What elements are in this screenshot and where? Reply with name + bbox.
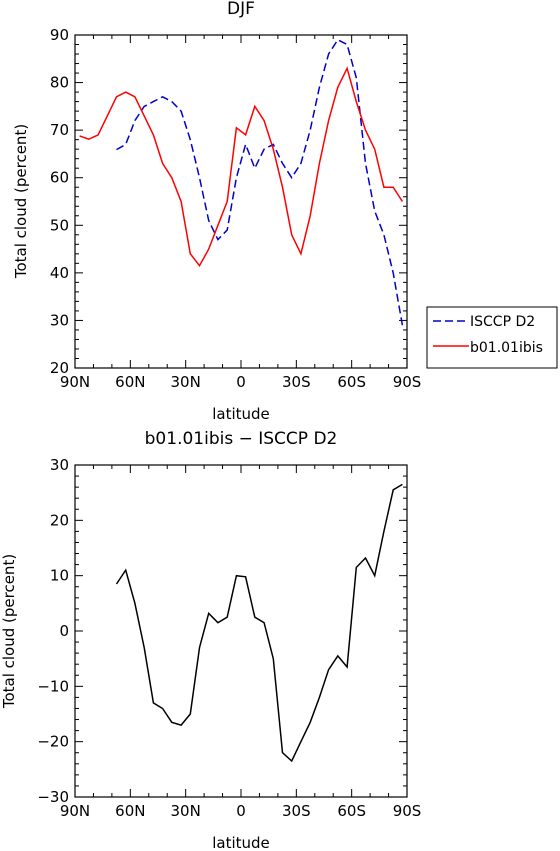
legend-label-isccp: ISCCP D2 <box>470 314 535 330</box>
x-tick-label: 90N <box>60 802 90 820</box>
y-tick-label: 60 <box>50 169 69 187</box>
y-tick-label: −30 <box>37 788 69 806</box>
x-tick-label: 0 <box>236 373 246 391</box>
legend: ISCCP D2 b01.01ibis <box>426 306 558 369</box>
x-tick-label: 0 <box>236 802 246 820</box>
y-tick-label: 70 <box>50 121 69 139</box>
x-tick-label: 30N <box>171 373 201 391</box>
bottom-chart-ylabel: Total cloud (percent) <box>0 554 18 709</box>
bottom-chart-xlabel: latitude <box>212 834 270 851</box>
legend-label-b01: b01.01ibis <box>470 340 543 356</box>
series-line-0 <box>116 38 404 326</box>
y-tick-label: −20 <box>37 733 69 751</box>
x-tick-label: 30S <box>282 802 311 820</box>
plot-frame <box>74 464 408 798</box>
x-tick-label: 90N <box>60 373 90 391</box>
y-tick-label: 30 <box>50 311 69 329</box>
legend-box <box>426 306 558 369</box>
bottom-chart-title: b01.01ibis − ISCCP D2 <box>145 429 338 449</box>
series-line-0 <box>115 483 403 763</box>
x-tick-label: 60S <box>337 373 366 391</box>
y-tick-label: 10 <box>50 567 69 585</box>
top-chart-xlabel: latitude <box>212 405 270 423</box>
x-tick-label: 30S <box>282 373 311 391</box>
x-tick-label: 60S <box>337 802 366 820</box>
y-tick-label: 90 <box>50 26 69 44</box>
top-chart: 90N 60N 30N 0 30S 60S 90S 20 30 40 50 60 70 80 90 <box>50 26 421 391</box>
y-tick-label: 30 <box>50 456 69 474</box>
x-tick-label: 60N <box>115 373 145 391</box>
y-tick-label: 0 <box>59 622 69 640</box>
x-tick-label: 30N <box>171 802 201 820</box>
y-tick-label: 80 <box>50 74 69 92</box>
x-tick-label: 90S <box>393 802 422 820</box>
y-tick-label: −10 <box>37 677 69 695</box>
y-tick-label: 20 <box>50 511 69 529</box>
y-tick-label: 40 <box>50 264 69 282</box>
y-tick-label: 50 <box>50 216 69 234</box>
top-chart-ylabel: Total cloud (percent) <box>12 124 30 279</box>
top-chart-title: DJF <box>227 0 255 19</box>
x-tick-label: 90S <box>393 373 422 391</box>
bottom-chart: 90N 60N 30N 0 30S 60S 90S −30 −20 −10 0 10 20 30 <box>37 456 421 820</box>
y-tick-label: 20 <box>50 359 69 377</box>
series-line-1 <box>79 66 404 268</box>
x-tick-label: 60N <box>115 802 145 820</box>
